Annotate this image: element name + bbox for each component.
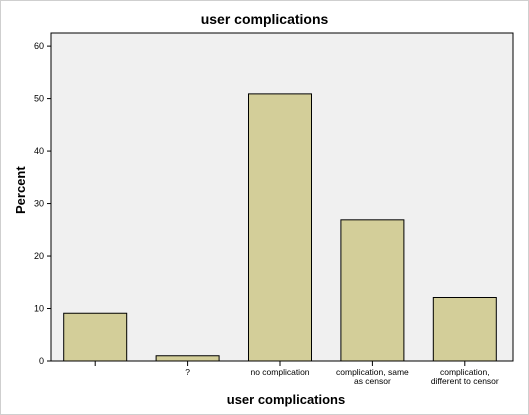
y-tick-label: 10 [34,304,44,314]
y-tick-label: 40 [34,146,44,156]
x-tick-label: complication, [440,367,490,377]
chart-title: user complications [200,11,329,27]
bar [432,296,497,362]
y-tick-label: 60 [34,41,44,51]
x-tick-label: complication, same [336,367,409,377]
bar [340,219,405,362]
x-tick-label: different to censor [431,376,499,386]
y-tick-label: 50 [34,94,44,104]
bar [63,312,128,362]
bar [155,355,220,362]
y-tick-label: 0 [39,356,44,366]
x-tick-label: ? [185,367,190,377]
y-tick-label: 20 [34,251,44,261]
bar [248,93,312,362]
x-tick-label: as censor [354,376,391,386]
y-tick-label: 30 [34,199,44,209]
x-axis-label: user complications [226,392,346,407]
x-tick-label: no complication [250,367,309,377]
